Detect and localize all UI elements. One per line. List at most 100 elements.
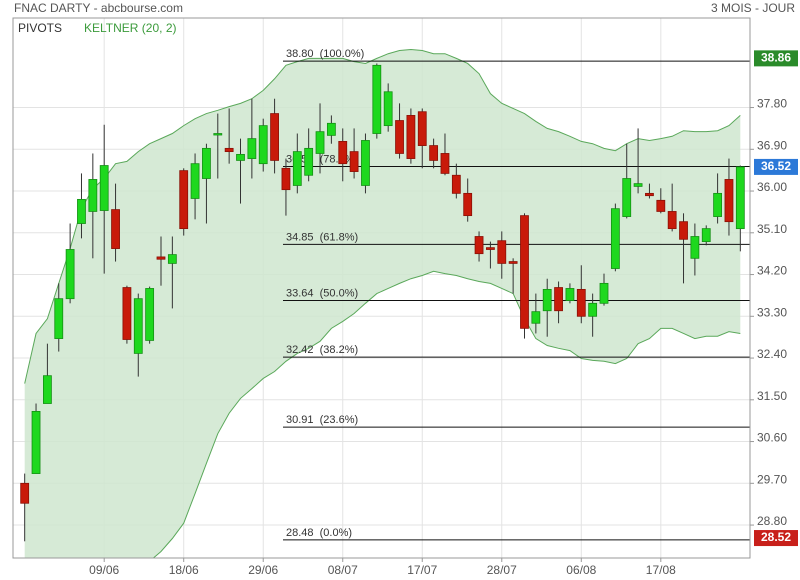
candle-body — [406, 115, 416, 159]
candle-body — [383, 91, 393, 127]
x-tick-label: 17/08 — [646, 563, 676, 577]
x-tick-label: 06/08 — [566, 563, 596, 577]
labels: PIVOTS KELTNER (20, 2) 37.80 36.90 36.00 35.1… — [18, 21, 798, 577]
y-tick-label: 31.50 — [757, 389, 787, 403]
keltner-fill — [24, 49, 741, 558]
candle-body — [622, 178, 632, 217]
candle-body — [133, 298, 143, 354]
candle-body — [395, 120, 404, 154]
candle-body — [735, 166, 745, 230]
candle-body — [77, 198, 86, 224]
candle-body — [645, 192, 654, 197]
y-tick-label: 28.80 — [757, 514, 787, 528]
price-label: 38.86 — [761, 51, 791, 65]
candle-body — [202, 147, 211, 179]
candle-body — [690, 236, 700, 259]
candle-body — [31, 411, 41, 474]
candle-body — [440, 153, 450, 174]
y-tick-label: 36.90 — [757, 138, 787, 152]
x-tick-label: 08/07 — [328, 563, 358, 577]
fib-label: 34.85 (61.8%) — [286, 231, 358, 243]
candle-body — [542, 288, 552, 312]
x-tick-label: 29/06 — [248, 563, 278, 577]
candle-body — [713, 192, 723, 217]
candle-body — [65, 249, 75, 300]
y-tick-label: 36.00 — [757, 180, 787, 194]
candle-body — [304, 147, 314, 176]
x-tick-label: 28/07 — [487, 563, 517, 577]
x-tick-label: 09/06 — [89, 563, 119, 577]
candle-body — [224, 147, 234, 153]
candle-body — [292, 151, 302, 186]
x-tick-label: 18/06 — [169, 563, 199, 577]
legend-entry: KELTNER (20, 2) — [84, 21, 176, 35]
candle-body — [145, 288, 155, 341]
fib-label: 38.80 (100.0%) — [286, 48, 364, 60]
x-tick-label: 17/07 — [407, 563, 437, 577]
price-label-box — [754, 158, 798, 175]
candle-body — [599, 282, 609, 304]
y-tick-label: 34.20 — [757, 264, 787, 278]
candle-body — [361, 140, 370, 186]
candle-body — [247, 138, 257, 159]
candle-body — [372, 64, 382, 134]
candle-body — [281, 167, 291, 191]
candle-body — [667, 211, 677, 230]
y-tick-label: 29.70 — [757, 472, 787, 486]
candle-body — [508, 261, 518, 264]
price-label: 28.52 — [761, 530, 791, 544]
legend-entry: PIVOTS — [18, 21, 62, 35]
candle-body — [315, 131, 325, 154]
candle-body — [20, 482, 30, 504]
candle-body — [258, 125, 268, 165]
candle-body — [474, 236, 484, 255]
candle-body — [190, 163, 200, 199]
keltner-lower — [152, 270, 741, 558]
keltner-upper — [24, 49, 741, 384]
candle-body — [656, 199, 666, 212]
candle-body — [497, 240, 507, 264]
candle-body — [724, 179, 734, 223]
candle-body — [88, 179, 98, 212]
y-tick-label: 32.40 — [757, 347, 787, 361]
candle-body — [633, 183, 643, 187]
fib-label: 33.64 (50.0%) — [286, 287, 358, 299]
candle-body — [326, 122, 336, 136]
candle-body — [99, 165, 109, 211]
candle-body — [463, 192, 473, 217]
candle-body — [554, 287, 563, 312]
candle-body — [167, 254, 177, 264]
keltner-band — [24, 49, 741, 558]
y-tick-label: 33.30 — [757, 305, 787, 319]
candle-body — [338, 141, 348, 165]
candle-body — [701, 228, 711, 243]
y-tick-label: 37.80 — [757, 97, 787, 111]
fib-label: 28.48 (0.0%) — [286, 527, 352, 539]
price-label-box — [754, 50, 798, 67]
candle-body — [213, 133, 223, 136]
candle-body — [179, 170, 189, 230]
candle-body — [42, 375, 52, 404]
price-label-box — [754, 530, 798, 547]
candle-body — [429, 145, 439, 161]
candle-body — [531, 311, 541, 324]
chart-title: FNAC DARTY - abcbourse.com — [14, 1, 183, 15]
candle-body — [111, 209, 120, 249]
price-label: 36.52 — [761, 159, 791, 173]
candle-body — [679, 221, 688, 240]
y-tick-label: 30.60 — [757, 431, 787, 445]
candle-body — [349, 151, 359, 172]
candle-body — [486, 247, 495, 250]
candle-body — [588, 302, 598, 317]
candle-body — [156, 256, 166, 260]
candle-body — [54, 298, 64, 339]
plot-frame — [12, 17, 751, 559]
candle-body — [565, 288, 575, 301]
fib-label: 32.42 (38.2%) — [286, 344, 358, 356]
candle-body — [417, 111, 427, 146]
chart-subtitle: 3 MOIS - JOUR — [711, 1, 795, 15]
fib-label: 30.91 (23.6%) — [286, 414, 358, 426]
candles — [20, 63, 745, 542]
y-tick-label: 35.10 — [757, 222, 787, 236]
